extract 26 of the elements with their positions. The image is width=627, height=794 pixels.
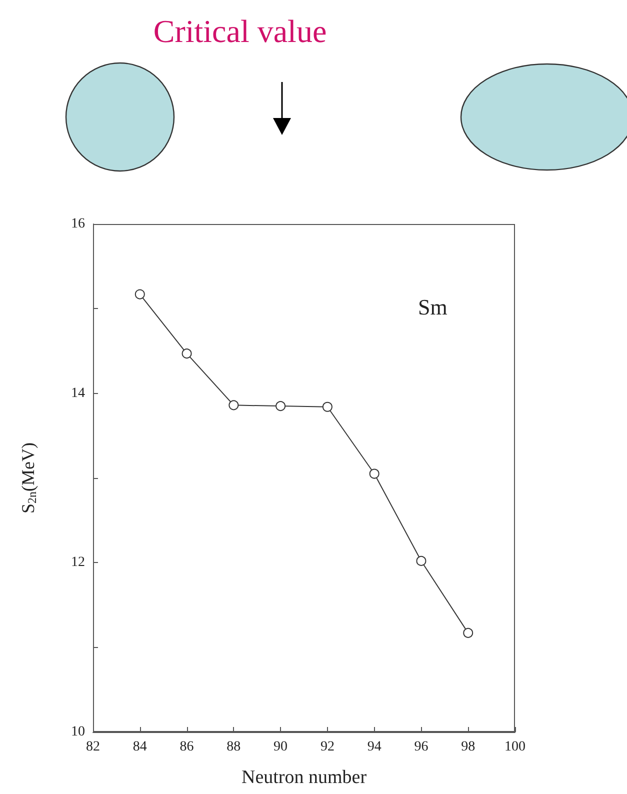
point <box>416 556 426 566</box>
x-tick-label: 98 <box>461 740 476 754</box>
x-tick-label: 84 <box>132 740 147 754</box>
x-axis-title: Neutron number <box>241 767 368 788</box>
x-tick-label: 96 <box>414 740 428 754</box>
x-tick-label: 100 <box>504 740 526 754</box>
y-tick-label: 12 <box>71 555 85 570</box>
chart-title: Critical value <box>153 13 327 49</box>
point <box>322 402 332 412</box>
point <box>228 400 239 410</box>
point <box>276 401 286 412</box>
x-tick-label: 86 <box>180 740 194 754</box>
annotation: Sm <box>418 294 448 320</box>
y-tick-label: 16 <box>71 216 85 232</box>
x-tick-label: 94 <box>367 740 382 754</box>
point <box>182 348 192 359</box>
point <box>134 289 145 300</box>
x-tick-label: 88 <box>226 740 241 754</box>
point <box>463 628 474 638</box>
x-tick-label: 82 <box>86 740 100 754</box>
x-tick-label: 92 <box>320 740 334 754</box>
point <box>369 468 380 479</box>
y-tick-label: 10 <box>71 724 85 740</box>
y-axis-title: S2n(MeV) <box>18 442 39 514</box>
x-tick-label: 90 <box>274 740 288 754</box>
y-tick-label: 14 <box>71 386 85 401</box>
